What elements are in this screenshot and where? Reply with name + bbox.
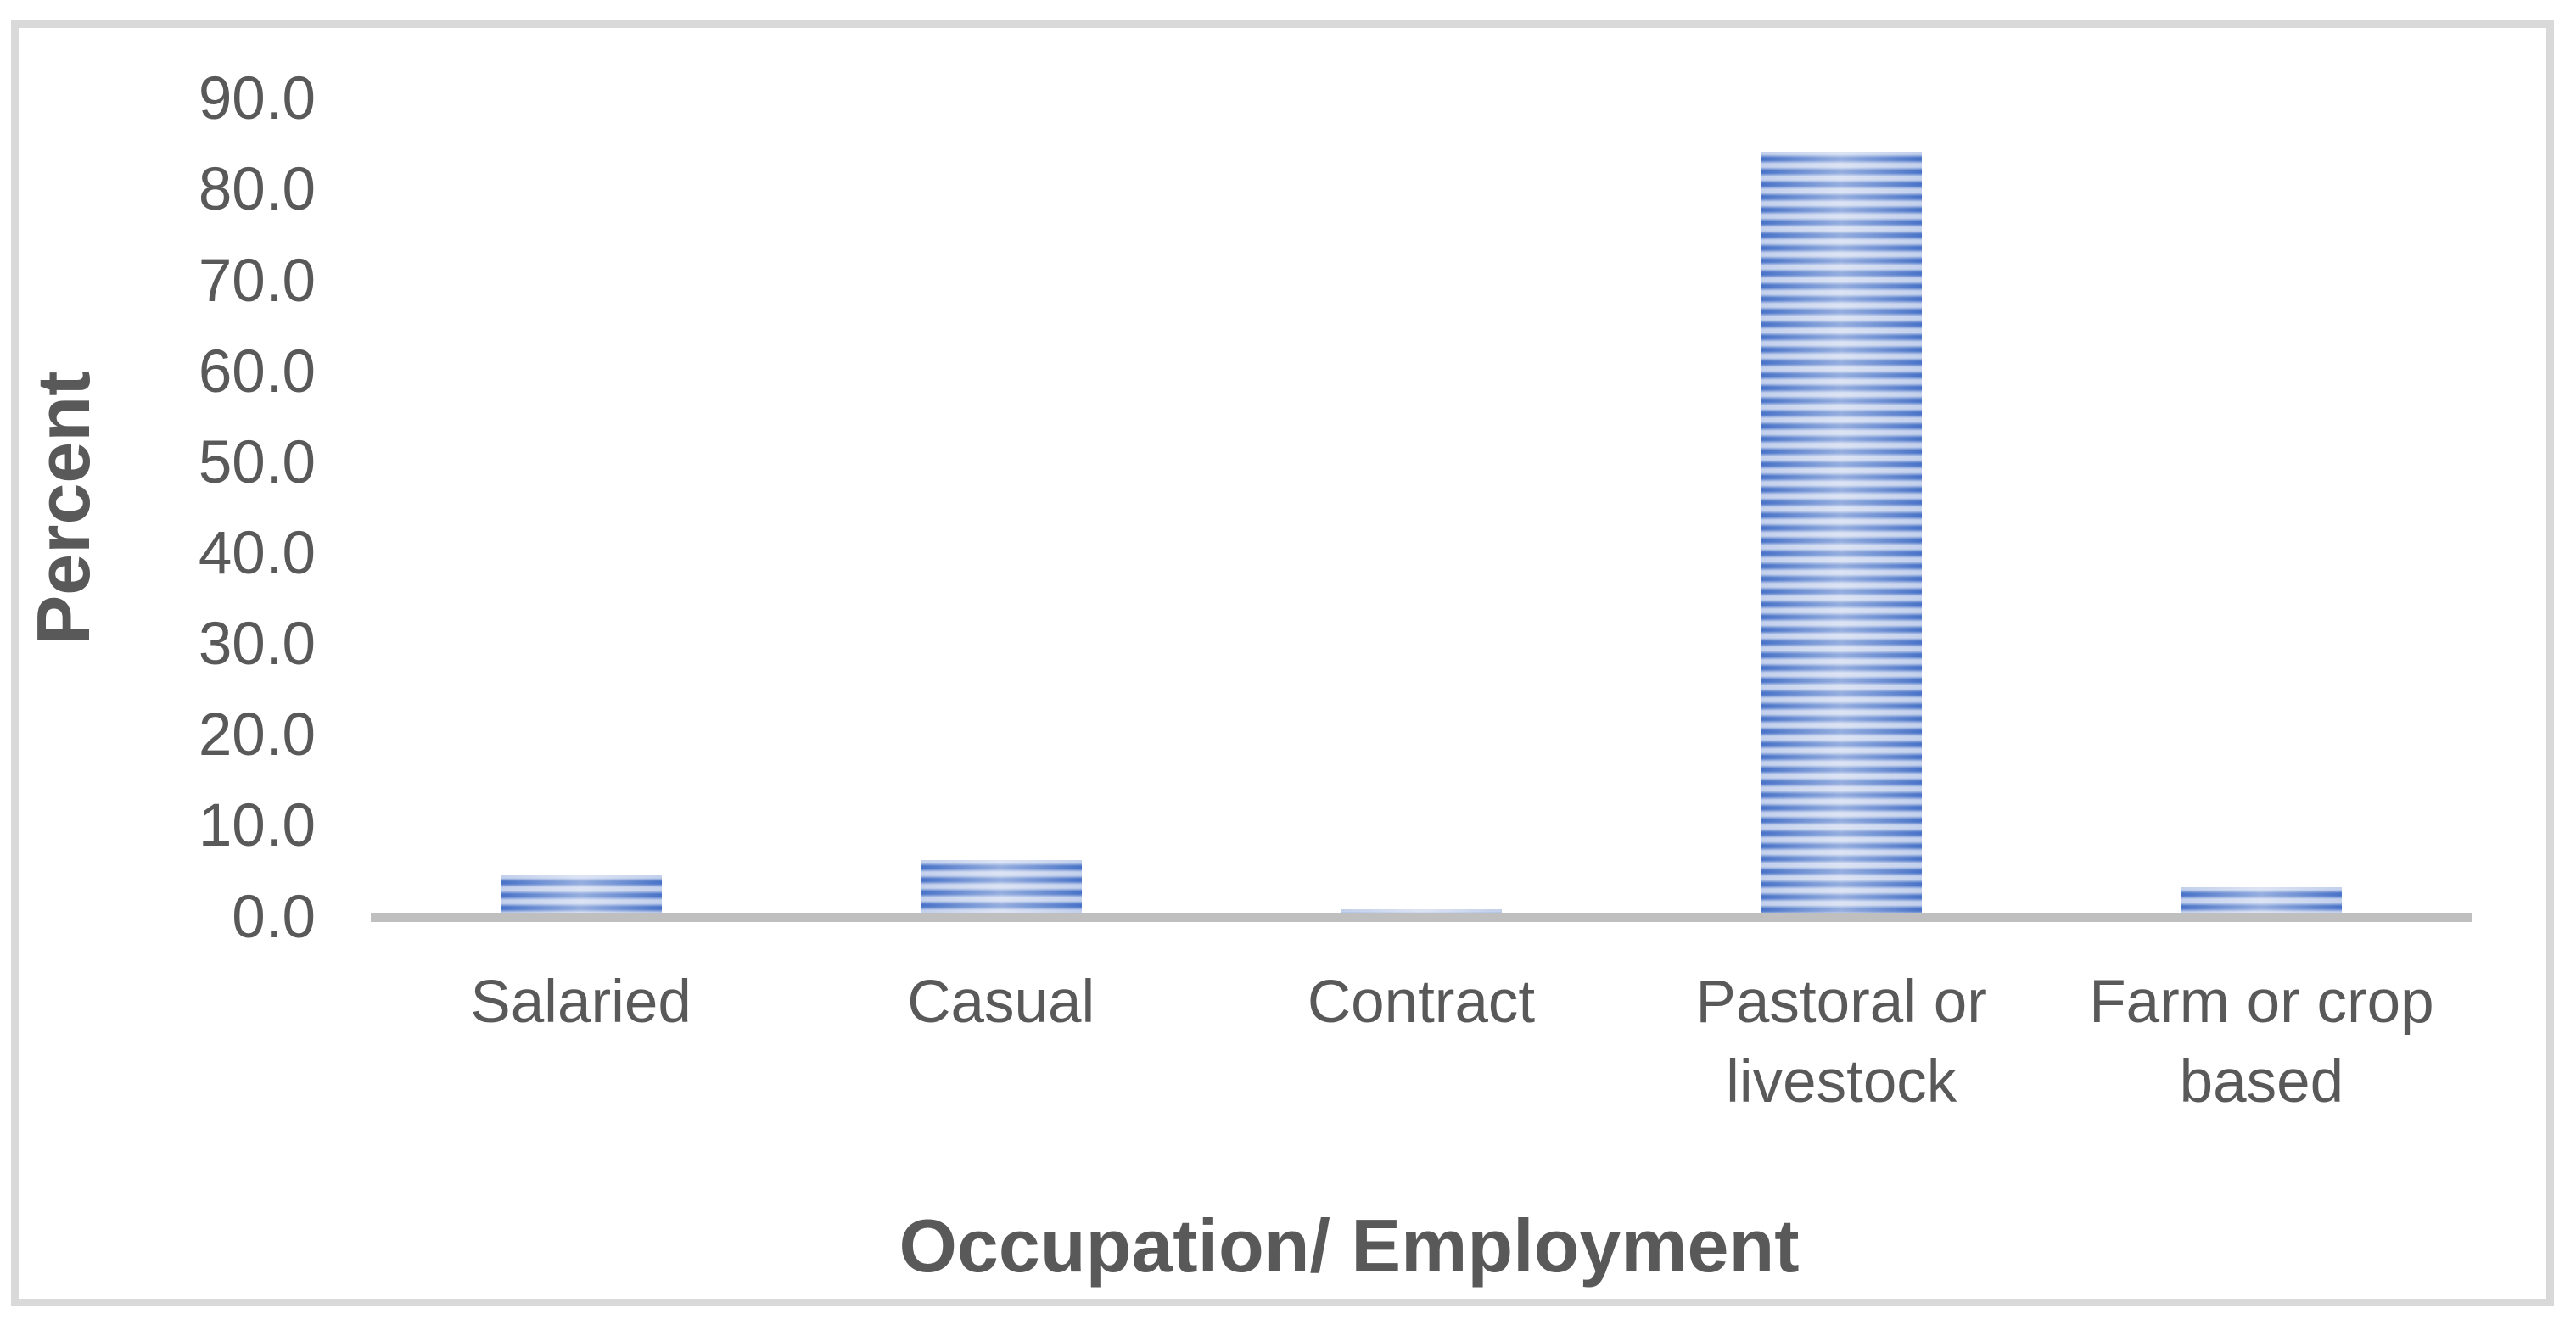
y-tick-label-70.0: 70.0: [198, 247, 316, 315]
y-tick-label-50.0: 50.0: [198, 428, 316, 496]
y-tick-label-80.0: 80.0: [198, 156, 316, 224]
y-tick-label-60.0: 60.0: [198, 338, 316, 405]
bar-salaried: [500, 875, 662, 917]
bar-pastoral-or-livestock: [1761, 151, 1923, 917]
bar-farm-or-crop-based: [2181, 886, 2343, 917]
chart-frame-border: [11, 20, 2554, 1306]
y-axis-title: Percent: [21, 371, 105, 646]
y-tick-label-30.0: 30.0: [198, 611, 316, 679]
x-axis-title: Occupation/ Employment: [899, 1204, 1800, 1288]
y-tick-label-40.0: 40.0: [198, 519, 316, 587]
y-tick-label-10.0: 10.0: [198, 792, 316, 860]
y-tick-label-20.0: 20.0: [198, 701, 316, 769]
category-label-farm-or-crop-based: Farm or crop based: [2089, 969, 2434, 1115]
category-label-casual: Casual: [907, 969, 1095, 1036]
y-tick-label-0.0: 0.0: [232, 883, 316, 951]
x-axis-line: [371, 913, 2472, 922]
y-tick-label-90.0: 90.0: [198, 65, 316, 133]
bar-casual: [920, 859, 1082, 917]
category-label-pastoral-or-livestock: Pastoral or livestock: [1695, 969, 1987, 1115]
category-label-contract: Contract: [1307, 969, 1536, 1036]
category-label-salaried: Salaried: [470, 969, 692, 1036]
